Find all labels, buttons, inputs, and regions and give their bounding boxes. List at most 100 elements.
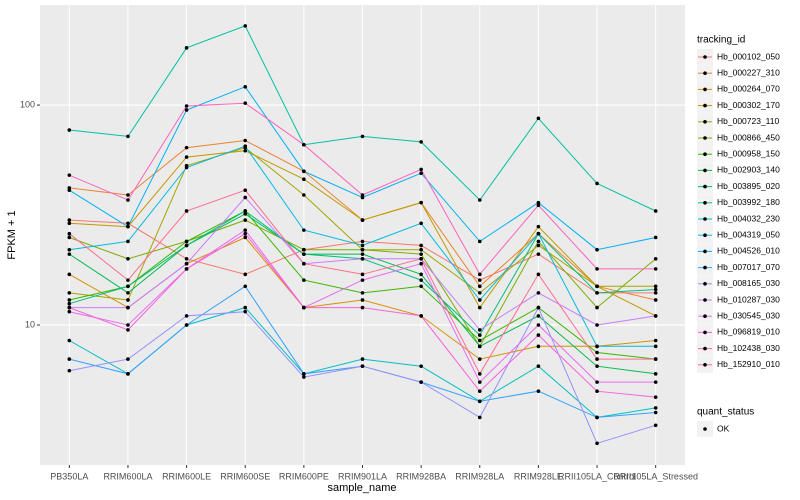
data-point <box>419 167 423 172</box>
data-point <box>67 247 72 252</box>
x-tick-label: RRIM928LE <box>514 471 563 481</box>
data-point <box>536 243 541 248</box>
data-point <box>536 291 541 295</box>
data-point <box>67 301 72 306</box>
data-point <box>653 344 658 349</box>
data-point <box>184 104 189 108</box>
data-point <box>595 389 599 394</box>
data-point <box>477 278 482 282</box>
legend-label: Hb_004319_050 <box>717 229 780 239</box>
data-point <box>243 209 248 213</box>
data-point <box>477 380 482 384</box>
data-point <box>360 252 365 256</box>
data-point <box>126 284 130 289</box>
data-point <box>67 291 72 295</box>
data-point <box>67 128 72 132</box>
legend-label: Hb_010287_030 <box>717 294 780 304</box>
data-point <box>67 218 72 222</box>
legend-label: Hb_000723_110 <box>717 116 780 126</box>
data-point <box>126 305 130 310</box>
data-point <box>126 278 130 282</box>
data-point <box>419 171 423 175</box>
data-point <box>536 231 541 236</box>
x-tick-label: RRIM928BA <box>396 471 446 481</box>
data-point <box>477 239 482 244</box>
legend-label: Hb_000302_170 <box>717 100 780 110</box>
data-point <box>67 338 72 343</box>
data-point <box>67 235 72 240</box>
x-tick-label: PB350LA <box>50 471 88 481</box>
data-point <box>653 291 658 295</box>
data-point <box>595 181 599 186</box>
data-point <box>243 218 248 222</box>
data-point <box>360 364 365 368</box>
data-point <box>67 357 72 361</box>
data-point <box>302 247 306 252</box>
data-point <box>477 415 482 420</box>
y-axis-title: FPKM + 1 <box>6 210 18 259</box>
data-point <box>360 305 365 310</box>
data-point <box>419 243 423 248</box>
data-point <box>536 203 541 208</box>
data-point <box>595 350 599 355</box>
data-point <box>536 364 541 368</box>
legend-dot <box>703 314 707 319</box>
data-point <box>126 224 130 229</box>
x-tick-label: RRII105LA_Control <box>558 471 636 481</box>
data-point <box>126 372 130 376</box>
data-point <box>419 221 423 226</box>
shape-legend-title: quant_status <box>697 407 754 418</box>
data-point <box>243 228 248 232</box>
legend-dot <box>703 363 707 367</box>
data-point <box>536 252 541 256</box>
data-point <box>243 85 248 89</box>
data-point <box>243 188 248 193</box>
data-point <box>184 46 189 50</box>
data-point <box>243 231 248 236</box>
data-point <box>360 272 365 277</box>
data-point <box>126 198 130 202</box>
data-point <box>360 243 365 248</box>
data-point <box>477 344 482 349</box>
data-point <box>360 134 365 139</box>
data-point <box>419 140 423 144</box>
legend-dot <box>703 201 707 205</box>
data-point <box>360 298 365 302</box>
data-point <box>302 252 306 256</box>
data-point <box>302 375 306 379</box>
data-point <box>419 380 423 384</box>
data-point <box>419 364 423 368</box>
data-point <box>302 177 306 182</box>
data-point <box>477 291 482 295</box>
data-point <box>477 198 482 202</box>
data-point <box>595 267 599 271</box>
data-point <box>126 328 130 332</box>
data-point <box>595 380 599 384</box>
legend-label: Hb_003895_020 <box>717 181 780 191</box>
data-point <box>595 441 599 446</box>
x-axis-title: sample_name <box>327 482 396 494</box>
data-point <box>419 278 423 282</box>
data-point <box>653 372 658 376</box>
data-point <box>419 247 423 252</box>
data-point <box>184 165 189 170</box>
data-point <box>184 243 189 248</box>
y-tick-label: 10 <box>25 319 35 329</box>
data-point <box>595 291 599 295</box>
data-point <box>243 212 248 216</box>
data-point <box>243 235 248 240</box>
data-point <box>126 239 130 244</box>
data-point <box>126 291 130 295</box>
legend-label: Hb_096819_010 <box>717 327 780 337</box>
legend-label: Hb_002903_140 <box>717 165 780 175</box>
legend-label: Hb_004526_010 <box>717 246 780 256</box>
legend-label: Hb_007017_070 <box>717 262 780 272</box>
data-point <box>184 267 189 271</box>
legend-dot <box>703 71 707 75</box>
y-tick-label: 100 <box>20 99 35 109</box>
data-point <box>302 261 306 266</box>
data-point <box>67 272 72 277</box>
data-point <box>536 305 541 310</box>
shape-legend-label: OK <box>717 423 730 433</box>
